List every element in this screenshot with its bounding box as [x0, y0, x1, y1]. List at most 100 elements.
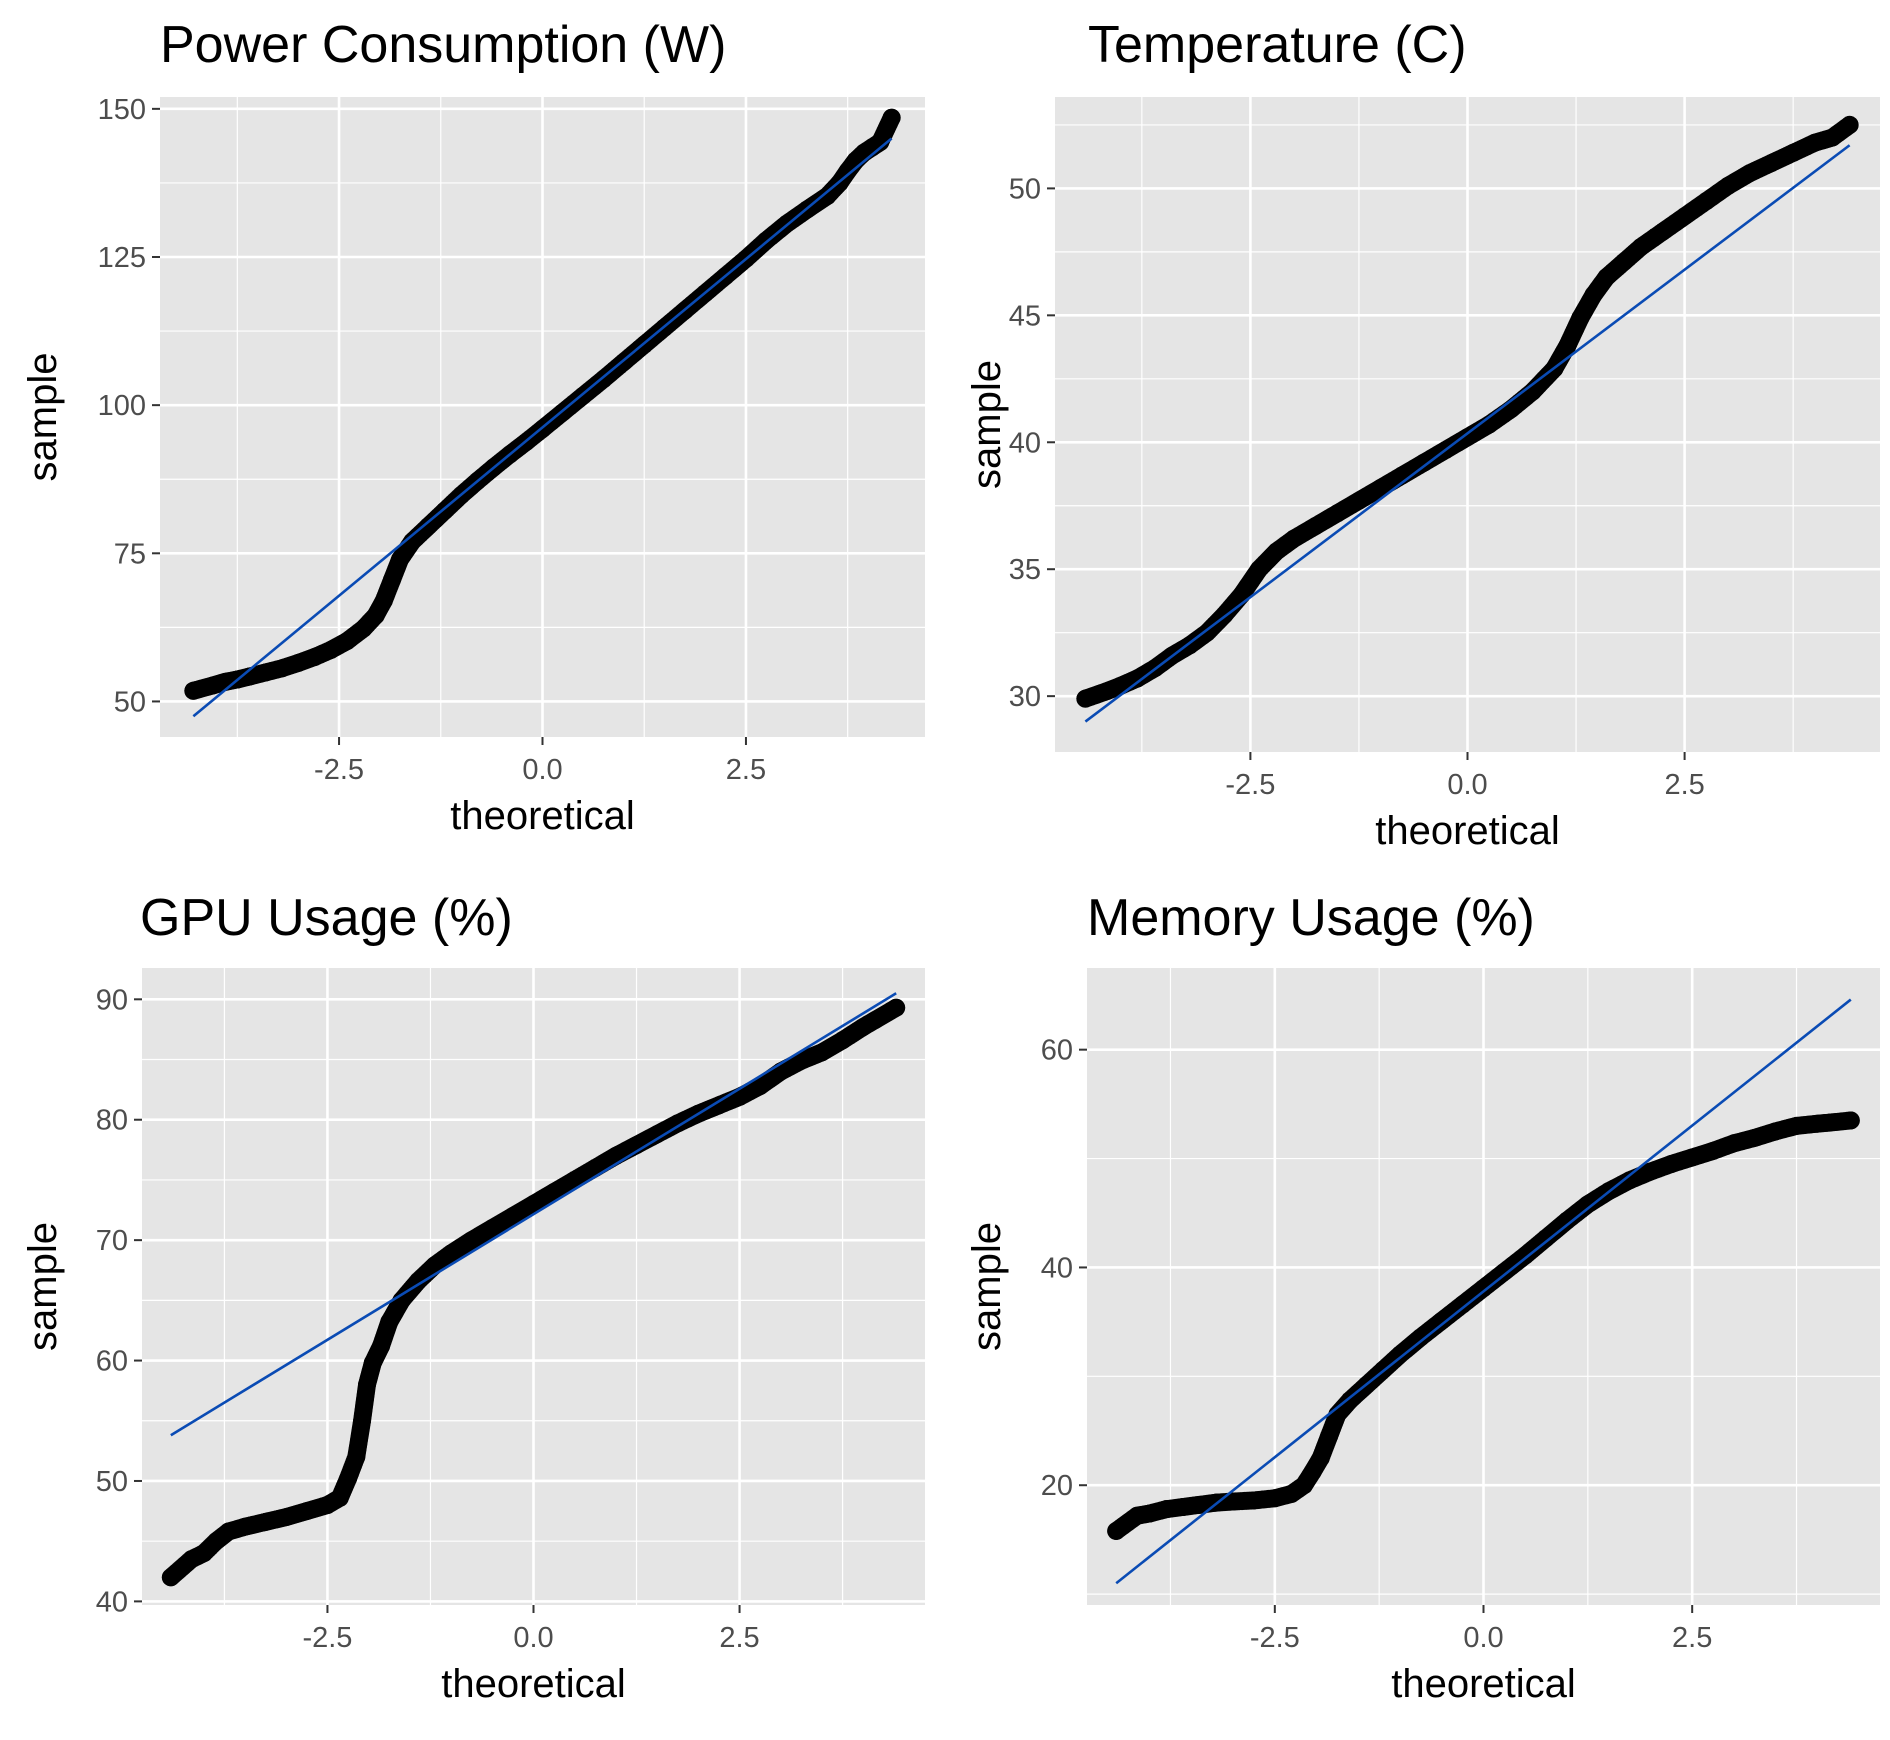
x-axis-title: theoretical: [450, 794, 635, 838]
qq-point: [1157, 1500, 1176, 1519]
qq-point: [1495, 1262, 1514, 1281]
qq-point: [483, 1219, 502, 1238]
y-axis-title: sample: [965, 360, 1009, 489]
x-tick-label: 0.0: [1463, 1622, 1503, 1654]
y-tick-label: 50: [114, 686, 146, 718]
qq-point: [730, 1087, 749, 1106]
y-tick-label: 125: [98, 242, 146, 274]
panel-title: Memory Usage (%): [1087, 889, 1535, 947]
qq-point: [1558, 336, 1577, 355]
qq-point: [1349, 491, 1368, 510]
qq-point: [1295, 1476, 1314, 1495]
qq-point: [871, 133, 890, 152]
x-tick-label: 2.5: [719, 1622, 759, 1654]
qq-point: [1724, 1134, 1743, 1153]
y-tick-label: 40: [96, 1586, 128, 1618]
qq-point: [606, 1146, 625, 1165]
qq-point: [1697, 192, 1716, 211]
qq-point: [1453, 1295, 1472, 1314]
qq-point: [321, 640, 340, 659]
x-tick-label: 0.0: [513, 1622, 553, 1654]
qq-point: [391, 550, 410, 569]
x-tick-label: 2.5: [726, 754, 766, 786]
qq-point: [1662, 1155, 1681, 1173]
qq-point: [1840, 115, 1859, 134]
qq-point: [382, 570, 401, 589]
y-tick-label: 60: [1041, 1035, 1073, 1067]
qq-point: [277, 1508, 296, 1527]
qq-point: [297, 1502, 316, 1521]
qq-point: [545, 1182, 564, 1201]
x-tick-label: 0.0: [522, 754, 562, 786]
qq-point: [1537, 1229, 1556, 1248]
qq-point: [1571, 308, 1590, 327]
qq-point: [1474, 1279, 1493, 1298]
qq-point: [1683, 1148, 1702, 1167]
qq-point: [1197, 623, 1216, 642]
qq-point: [1328, 504, 1347, 523]
x-axis-title: theoretical: [441, 1662, 626, 1706]
qq-point: [1632, 237, 1651, 256]
qq-point: [1076, 689, 1095, 708]
temperature-panel: 30 35 40 45 50 -2.5 0.0 2.5 theoretical sample Tem…: [965, 16, 1880, 853]
qq-point: [1745, 1128, 1764, 1147]
qq-point: [1128, 669, 1147, 688]
qq-point: [1501, 400, 1520, 419]
x-axis-title: theoretical: [1375, 809, 1560, 853]
qq-point: [1762, 154, 1781, 173]
y-tick-label: 20: [1041, 1470, 1073, 1502]
qq-point: [256, 1512, 275, 1531]
qq-point: [256, 663, 275, 682]
qq-point: [1614, 253, 1633, 272]
qq-reference-line: [170, 992, 897, 1437]
qq-point: [1516, 1246, 1535, 1265]
qq-point: [419, 517, 438, 536]
qq-point: [866, 1010, 885, 1029]
qq-point: [1224, 1492, 1243, 1511]
data-points: [161, 998, 906, 1587]
qq-point: [207, 1532, 226, 1551]
y-axis-title: sample: [965, 1222, 1009, 1351]
qq-point: [354, 619, 373, 638]
qq-point: [1557, 1211, 1576, 1230]
qq-point: [1411, 1328, 1430, 1347]
x-tick-label: 2.5: [1664, 769, 1704, 801]
qq-point: [1371, 478, 1390, 497]
qq-point: [1578, 1195, 1597, 1214]
qq-point: [219, 1522, 238, 1541]
qq-point: [1432, 1311, 1451, 1330]
qq-point: [409, 1272, 428, 1291]
gpu-usage-panel: 40 50 60 70 80 90 -2.5 0.0 2.5 theoretical sample G…: [21, 889, 925, 1706]
qq-point: [184, 681, 203, 700]
qq-point: [1787, 1116, 1806, 1135]
qq-point: [372, 1337, 391, 1356]
qq-point: [330, 1488, 349, 1507]
qq-point: [1823, 128, 1842, 147]
qq-point: [366, 606, 385, 625]
qq-point: [462, 1231, 481, 1250]
qq-point: [1265, 1489, 1284, 1508]
y-axis-title: sample: [21, 1222, 65, 1351]
qq-point: [1311, 1449, 1330, 1467]
y-tick-label: 50: [96, 1466, 128, 1498]
qq-reference-line: [1115, 998, 1852, 1585]
qq-point: [1620, 1171, 1639, 1190]
qq-point: [812, 1043, 831, 1062]
qq-point: [305, 648, 324, 666]
qq-point: [1597, 268, 1616, 287]
qq-point: [353, 1411, 372, 1430]
qq-point: [1704, 1141, 1723, 1160]
qq-point: [380, 1313, 399, 1332]
qq-point: [524, 1195, 543, 1214]
qq-point: [1719, 176, 1738, 195]
y-tick-label: 40: [1009, 427, 1041, 459]
x-tick-label: 2.5: [1672, 1622, 1712, 1654]
y-tick-label: 30: [1009, 681, 1041, 713]
y-axis-title: sample: [21, 353, 65, 482]
qq-point: [882, 108, 901, 127]
qq-point: [1232, 585, 1251, 604]
panel-title: Temperature (C): [1088, 16, 1467, 74]
qq-point: [161, 1568, 180, 1587]
qq-point: [273, 659, 292, 678]
